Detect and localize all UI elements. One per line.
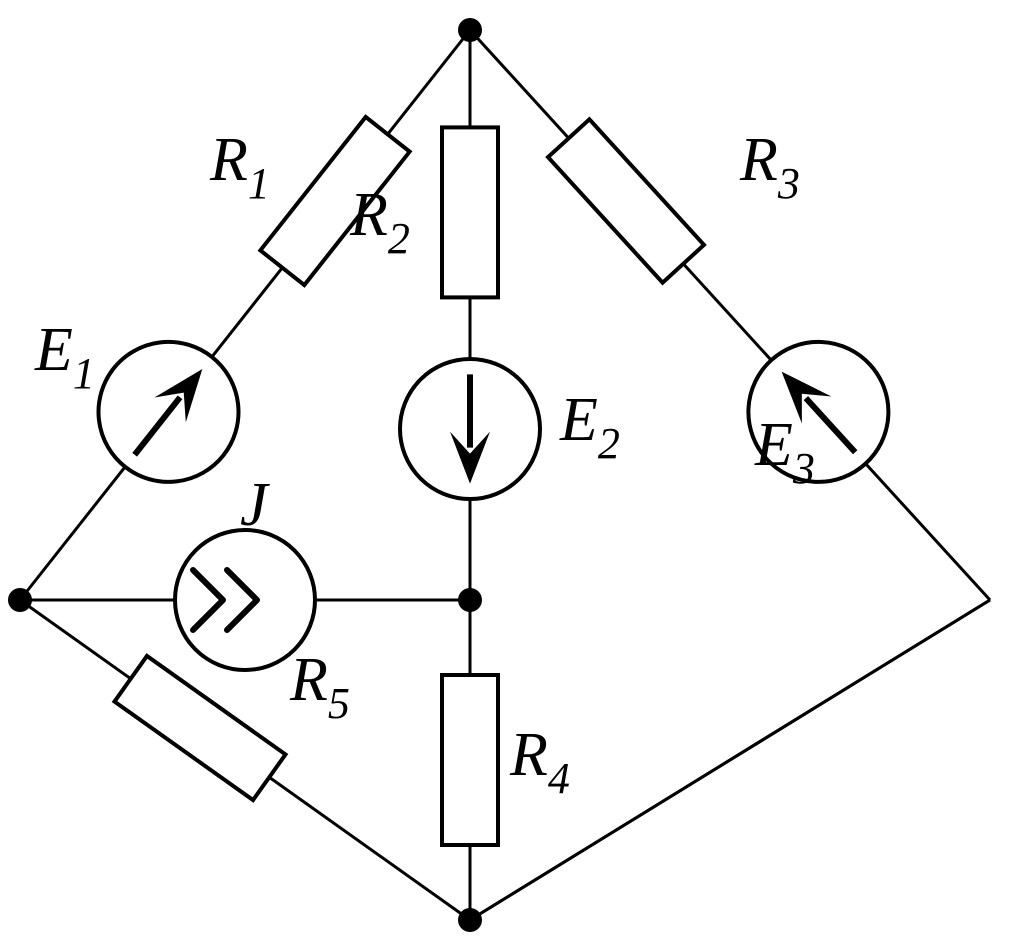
voltage-source-E1 [70,314,267,511]
circuit-diagram: R1R2R3R4R5E1E2E3J [0,0,1013,944]
label-J: J [240,471,270,539]
voltage-source-E2 [400,359,540,499]
label-E2: E2 [559,386,620,468]
node-center [458,588,482,612]
node-left [8,588,32,612]
resistor-R2 [442,127,498,297]
label-E1: E1 [34,316,95,398]
resistor-R3 [548,119,704,282]
resistor-R4 [442,675,498,845]
label-R4: R4 [509,721,570,803]
resistor-R5 [115,656,286,800]
label-R2: R2 [349,181,410,263]
label-R3: R3 [739,126,800,208]
label-R5: R5 [289,646,350,728]
components [70,117,917,845]
voltage-source-E3 [720,313,918,511]
label-R1: R1 [209,126,270,208]
node-top [458,18,482,42]
node-bottom [458,908,482,932]
